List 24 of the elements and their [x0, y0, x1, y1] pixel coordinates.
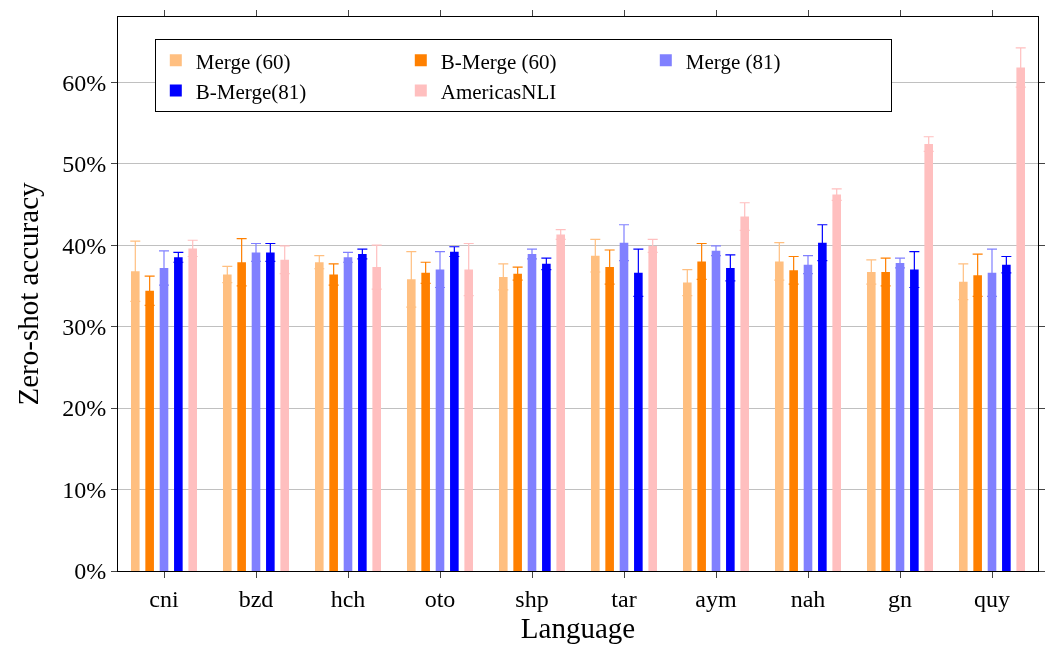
x-tick-label: tar	[611, 585, 637, 612]
x-tick-label: oto	[424, 585, 456, 612]
legend-label: B-Merge (60)	[440, 49, 557, 74]
x-tick-label: shp	[515, 585, 549, 612]
x-tick-label: aym	[695, 585, 737, 612]
x-tick-label: gn	[888, 585, 912, 612]
y-axis-title: Zero-shot accuracy	[11, 182, 44, 406]
x-axis-title: Language	[520, 611, 636, 644]
x-tick-label: bzd	[238, 585, 274, 612]
legend-label: AmericasNLI	[440, 79, 557, 104]
legend-label: B-Merge(81)	[195, 79, 307, 104]
y-tick-label: 50%	[62, 151, 107, 178]
x-tick-label: cni	[149, 585, 179, 612]
x-tick-label: hch	[330, 585, 366, 612]
y-tick-label: 40%	[62, 232, 107, 259]
legend-label: Merge (81)	[685, 49, 781, 74]
y-tick-label: 60%	[62, 69, 107, 96]
y-tick-label: 10%	[62, 476, 107, 503]
x-tick-label: quy	[974, 585, 1010, 612]
y-tick-label: 0%	[74, 558, 107, 585]
y-tick-label: 30%	[62, 313, 107, 340]
x-tick-label: nah	[790, 585, 826, 612]
legend-label: Merge (60)	[195, 49, 291, 74]
y-tick-label: 20%	[62, 395, 107, 422]
